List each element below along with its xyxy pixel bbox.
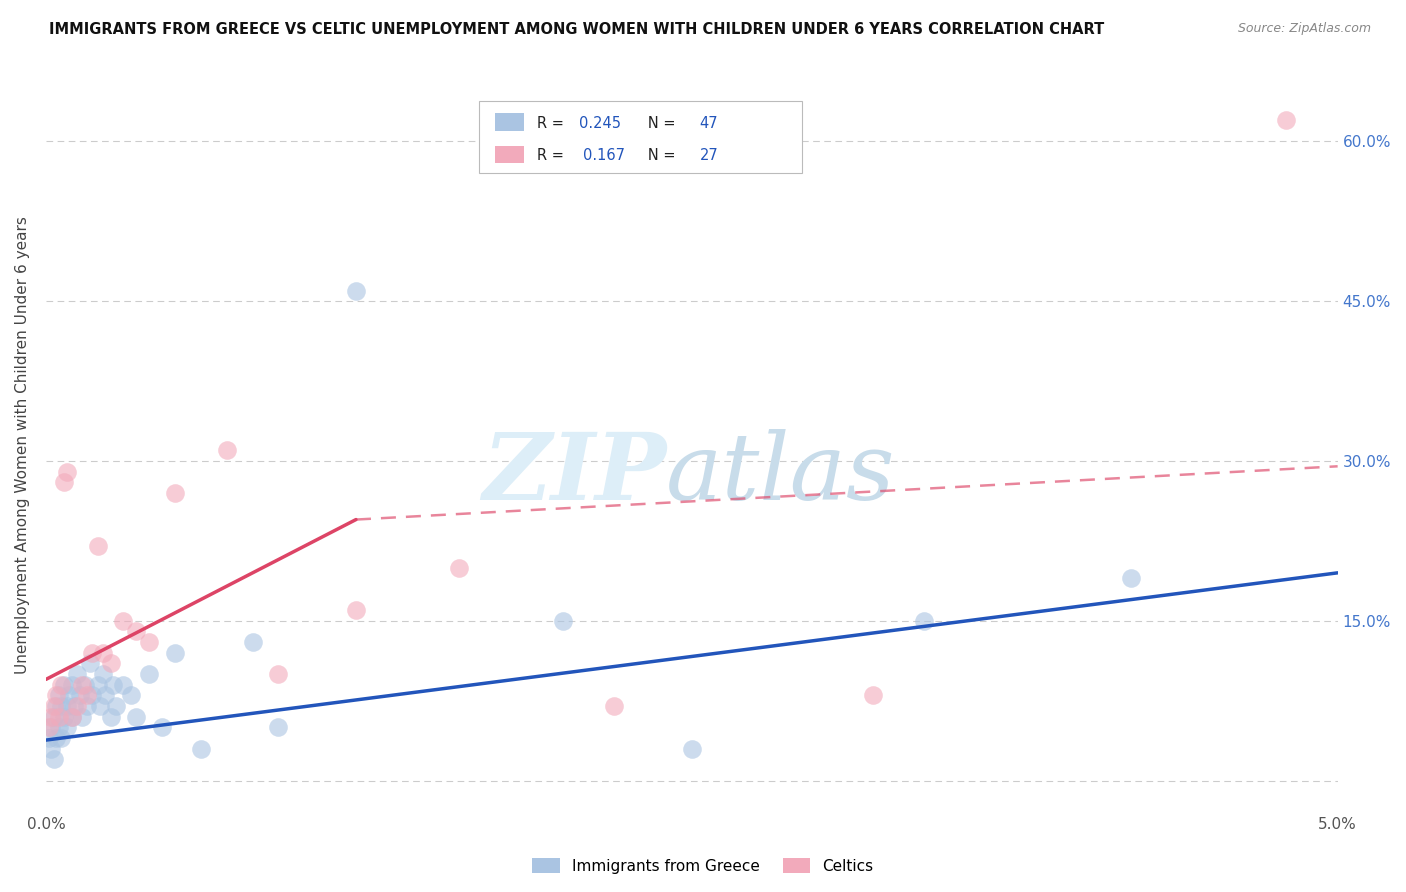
Point bbox=[101, 678, 124, 692]
Point bbox=[120, 689, 142, 703]
Point bbox=[551, 614, 574, 628]
Text: 27: 27 bbox=[700, 148, 718, 163]
Text: ZIP: ZIP bbox=[482, 429, 666, 519]
Point bbox=[53, 709, 76, 723]
Point bbox=[38, 720, 60, 734]
Point bbox=[86, 539, 108, 553]
Point bbox=[48, 709, 70, 723]
Point bbox=[1275, 113, 1298, 128]
Text: 47: 47 bbox=[700, 116, 718, 131]
Point bbox=[104, 698, 127, 713]
Point bbox=[70, 678, 93, 692]
Bar bbox=[495, 145, 524, 163]
Point bbox=[344, 284, 367, 298]
Point bbox=[39, 720, 62, 734]
Point bbox=[125, 709, 148, 723]
Text: 0.167: 0.167 bbox=[583, 148, 626, 163]
Point bbox=[60, 709, 83, 723]
Point bbox=[242, 635, 264, 649]
Point bbox=[69, 689, 91, 703]
Point bbox=[63, 698, 86, 713]
Point bbox=[53, 678, 76, 692]
Bar bbox=[495, 113, 524, 131]
Point bbox=[267, 720, 290, 734]
Point bbox=[51, 678, 73, 692]
Point bbox=[138, 635, 160, 649]
Point bbox=[912, 614, 935, 628]
Point bbox=[190, 741, 212, 756]
Point bbox=[344, 603, 367, 617]
Text: atlas: atlas bbox=[666, 429, 896, 519]
Point bbox=[100, 657, 122, 671]
Point bbox=[66, 667, 89, 681]
Point bbox=[42, 698, 65, 713]
Text: IMMIGRANTS FROM GREECE VS CELTIC UNEMPLOYMENT AMONG WOMEN WITH CHILDREN UNDER 6 : IMMIGRANTS FROM GREECE VS CELTIC UNEMPLO… bbox=[49, 22, 1105, 37]
Point bbox=[681, 741, 703, 756]
Point bbox=[60, 678, 83, 692]
Point bbox=[82, 689, 104, 703]
Point bbox=[82, 646, 104, 660]
Y-axis label: Unemployment Among Women with Children Under 6 years: Unemployment Among Women with Children U… bbox=[15, 216, 30, 674]
Legend: Immigrants from Greece, Celtics: Immigrants from Greece, Celtics bbox=[526, 852, 880, 880]
Point bbox=[91, 646, 114, 660]
Point bbox=[150, 720, 173, 734]
Point bbox=[100, 709, 122, 723]
Text: R =: R = bbox=[537, 148, 572, 163]
Point bbox=[51, 731, 73, 745]
Point bbox=[70, 709, 93, 723]
Point bbox=[94, 689, 117, 703]
Point bbox=[55, 720, 77, 734]
Point bbox=[66, 698, 89, 713]
Point bbox=[45, 698, 67, 713]
Point bbox=[449, 560, 471, 574]
Point bbox=[48, 689, 70, 703]
Point bbox=[73, 678, 96, 692]
Point bbox=[112, 614, 135, 628]
Point bbox=[267, 667, 290, 681]
Point bbox=[86, 678, 108, 692]
Point bbox=[79, 657, 101, 671]
Text: 0.245: 0.245 bbox=[579, 116, 621, 131]
Point bbox=[39, 709, 62, 723]
Point bbox=[76, 689, 98, 703]
Point bbox=[165, 486, 187, 500]
Point bbox=[89, 698, 111, 713]
Text: Source: ZipAtlas.com: Source: ZipAtlas.com bbox=[1237, 22, 1371, 36]
FancyBboxPatch shape bbox=[478, 101, 801, 173]
Point bbox=[60, 709, 83, 723]
Point bbox=[42, 752, 65, 766]
Point bbox=[112, 678, 135, 692]
Point bbox=[51, 698, 73, 713]
Point bbox=[48, 720, 70, 734]
Point bbox=[125, 624, 148, 639]
Text: R =: R = bbox=[537, 116, 568, 131]
Text: N =: N = bbox=[634, 116, 681, 131]
Point bbox=[45, 689, 67, 703]
Point bbox=[215, 443, 238, 458]
Point bbox=[39, 741, 62, 756]
Point bbox=[55, 698, 77, 713]
Point bbox=[55, 465, 77, 479]
Point bbox=[862, 689, 884, 703]
Point bbox=[603, 698, 626, 713]
Point bbox=[58, 689, 80, 703]
Point bbox=[1119, 571, 1142, 585]
Point bbox=[91, 667, 114, 681]
Point bbox=[76, 698, 98, 713]
Point bbox=[42, 709, 65, 723]
Point bbox=[45, 731, 67, 745]
Point bbox=[165, 646, 187, 660]
Text: N =: N = bbox=[634, 148, 681, 163]
Point bbox=[53, 475, 76, 490]
Point bbox=[38, 731, 60, 745]
Point bbox=[138, 667, 160, 681]
